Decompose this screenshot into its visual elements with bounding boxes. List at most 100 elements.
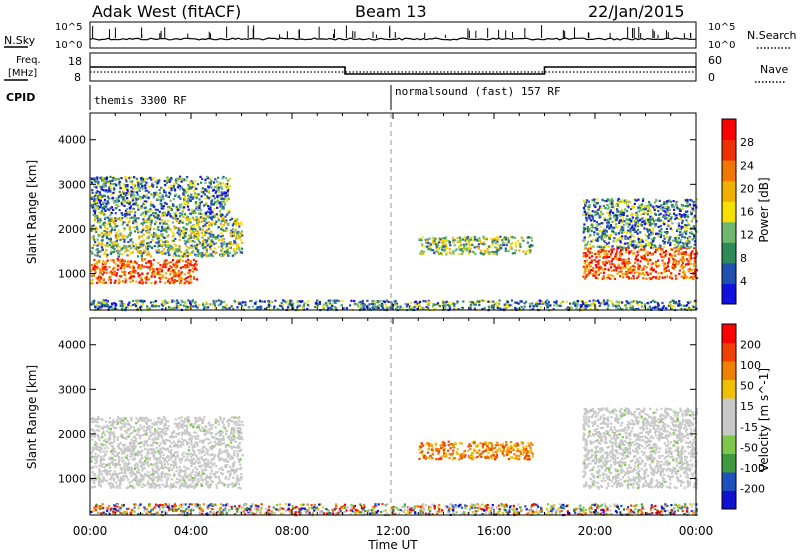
- heatmap-cell: [536, 301, 539, 304]
- heatmap-cell: [133, 202, 136, 205]
- heatmap-cell: [193, 180, 196, 183]
- heatmap-cell: [594, 274, 597, 277]
- heatmap-cell: [220, 232, 223, 235]
- heatmap-cell: [692, 217, 695, 220]
- heatmap-cell: [141, 240, 144, 243]
- heatmap-cell: [207, 207, 210, 210]
- heatmap-cell: [236, 232, 239, 235]
- heatmap-cell: [468, 244, 471, 247]
- heatmap-cell: [496, 249, 499, 252]
- heatmap-cell: [594, 300, 597, 303]
- heatmap-cell: [669, 301, 672, 304]
- heatmap-cell: [620, 221, 623, 224]
- heatmap-cell: [456, 302, 459, 305]
- heatmap-cell: [641, 249, 644, 252]
- heatmap-cell: [648, 305, 651, 308]
- heatmap-cell: [629, 304, 632, 307]
- heatmap-cell: [443, 248, 447, 251]
- heatmap-cell: [612, 228, 615, 231]
- heatmap-cell: [635, 255, 638, 258]
- heatmap-cell: [121, 217, 124, 220]
- cpid-entry-2: normalsound (fast) 157 RF: [395, 85, 561, 98]
- heatmap-cell: [435, 250, 438, 253]
- heatmap-cell: [127, 210, 130, 213]
- heatmap-cell: [582, 275, 585, 278]
- heatmap-cell: [173, 217, 176, 220]
- heatmap-cell: [118, 218, 121, 221]
- heatmap-cell: [209, 195, 213, 198]
- heatmap-cell: [668, 208, 671, 212]
- heatmap-cell: [244, 303, 247, 307]
- heatmap-cell: [591, 210, 594, 213]
- heatmap-cell: [139, 300, 142, 303]
- heatmap-cell: [134, 202, 137, 205]
- heatmap-cell: [147, 209, 150, 212]
- nsky-label: N.Sky: [4, 34, 36, 47]
- heatmap-cell: [155, 251, 158, 254]
- heatmap-cell: [510, 236, 513, 239]
- heatmap-cell: [366, 304, 369, 307]
- heatmap-cell: [620, 248, 623, 251]
- heatmap-cell: [93, 243, 97, 246]
- heatmap-cell: [139, 267, 142, 271]
- heatmap-cell: [177, 275, 180, 278]
- heatmap-cell: [621, 248, 624, 251]
- heatmap-cell: [226, 223, 229, 226]
- heatmap-cell: [140, 235, 143, 238]
- heatmap-cell: [116, 218, 119, 221]
- heatmap-cell: [672, 257, 675, 260]
- heatmap-cell: [647, 210, 650, 213]
- heatmap-cell: [345, 307, 348, 310]
- heatmap-cell: [651, 240, 655, 243]
- heatmap-cell: [604, 252, 608, 255]
- heatmap-cell: [148, 176, 152, 179]
- heatmap-cell: [635, 219, 638, 222]
- heatmap-cell: [648, 233, 651, 236]
- heatmap-cell: [172, 198, 175, 201]
- heatmap-cell: [137, 184, 140, 187]
- heatmap-cell: [632, 264, 635, 267]
- heatmap-cell: [205, 231, 208, 234]
- heatmap-cell: [645, 220, 649, 223]
- heatmap-cell: [507, 241, 510, 244]
- heatmap-cell: [591, 199, 594, 202]
- heatmap-cell: [140, 205, 143, 208]
- heatmap-cell: [184, 189, 187, 192]
- heatmap-cell: [186, 264, 189, 267]
- heatmap-cell: [658, 264, 661, 267]
- heatmap-cell: [178, 185, 181, 188]
- heatmap-cell: [205, 248, 208, 251]
- heatmap-cell: [437, 252, 441, 255]
- heatmap-cell: [190, 180, 193, 183]
- heatmap-cell: [613, 226, 616, 229]
- heatmap-cell: [96, 190, 99, 193]
- heatmap-cell: [474, 303, 478, 306]
- heatmap-cell: [116, 258, 119, 261]
- heatmap-cell: [185, 302, 188, 305]
- heatmap-cell: [116, 249, 119, 252]
- heatmap-cell: [224, 193, 227, 197]
- heatmap-cell: [637, 210, 640, 213]
- heatmap-cell: [616, 266, 620, 269]
- heatmap-cell: [127, 254, 130, 257]
- heatmap-cell: [200, 181, 203, 184]
- heatmap-cell: [619, 219, 622, 222]
- heatmap-cell: [419, 307, 422, 310]
- heatmap-cell: [120, 300, 123, 303]
- heatmap-cell: [428, 237, 431, 240]
- heatmap-cell: [629, 269, 633, 272]
- heatmap-cell: [689, 301, 692, 304]
- heatmap-cell: [190, 225, 193, 228]
- heatmap-cell: [203, 305, 206, 308]
- heatmap-cell: [680, 214, 683, 217]
- heatmap-cell: [686, 240, 689, 243]
- heatmap-cell: [441, 239, 444, 243]
- heatmap-cell: [210, 177, 213, 181]
- heatmap-cell: [171, 248, 174, 251]
- heatmap-cell: [647, 220, 650, 223]
- heatmap-cell: [641, 304, 644, 307]
- heatmap-cell: [147, 266, 150, 269]
- heatmap-cell: [114, 219, 117, 222]
- heatmap-cell: [149, 241, 152, 244]
- heatmap-cell: [590, 219, 593, 222]
